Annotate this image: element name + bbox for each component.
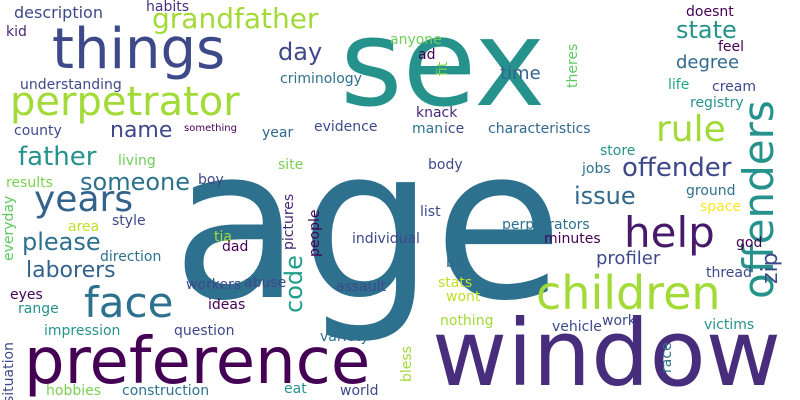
word-eat: eat: [284, 381, 307, 397]
word-eyes: eyes: [10, 287, 43, 303]
word-list: list: [420, 204, 441, 220]
word-evidence: evidence: [314, 119, 378, 135]
word-theres: theres: [565, 43, 581, 88]
word-god: god: [736, 235, 763, 251]
word-situation: situation: [1, 342, 17, 400]
word-feel: feel: [718, 39, 745, 55]
word-understanding: understanding: [20, 77, 122, 93]
word-issue: issue: [574, 182, 636, 210]
word-help: help: [624, 208, 715, 257]
word-things: things: [52, 17, 226, 82]
word-world: world: [340, 383, 379, 399]
word-age: age: [172, 102, 564, 347]
word-victims: victims: [704, 317, 755, 333]
word-vehicle: vehicle: [552, 319, 602, 335]
word-year: year: [262, 125, 294, 141]
word-question: question: [174, 323, 235, 339]
word-state: state: [676, 16, 737, 44]
word-habits: habits: [146, 0, 190, 15]
word-name: name: [110, 118, 173, 143]
word-zip: zip: [758, 252, 783, 284]
word-living: living: [118, 153, 156, 169]
word-pictures: pictures: [281, 193, 297, 250]
word-perpetrator: perpetrator: [10, 79, 240, 125]
word-ground: ground: [686, 183, 736, 199]
word-abuse: abuse: [244, 275, 287, 291]
word-degree: degree: [676, 52, 740, 73]
word-race: race: [659, 342, 675, 373]
word-sex: sex: [340, 0, 546, 134]
word-construction: construction: [122, 383, 210, 399]
word-assault: assault: [336, 279, 386, 295]
word-time: time: [500, 63, 541, 84]
word-window: window: [432, 300, 782, 400]
word-registry: registry: [690, 95, 744, 111]
word-bit: bit: [446, 255, 465, 271]
word-offender: offender: [622, 153, 732, 183]
word-variety: variety: [320, 329, 369, 345]
word-county: county: [14, 123, 62, 139]
word-laborers: laborers: [26, 258, 116, 283]
word-ideas: ideas: [208, 297, 246, 313]
word-man: man: [412, 121, 444, 137]
word-jobs: jobs: [582, 161, 611, 177]
word-results: results: [6, 175, 53, 191]
word-wont: wont: [446, 289, 481, 305]
word-day: day: [278, 38, 323, 66]
word-ice: ice: [444, 121, 465, 137]
word-years: years: [34, 179, 134, 220]
word-area: area: [68, 219, 100, 235]
word-minutes: minutes: [544, 231, 601, 247]
word-rule: rule: [656, 109, 726, 150]
word-direction: direction: [100, 249, 162, 265]
word-characteristics: characteristics: [488, 121, 591, 137]
word-anyone: anyone: [390, 32, 442, 48]
word-people: people: [307, 209, 323, 257]
word-kid: kid: [6, 24, 27, 40]
word-boy: boy: [198, 172, 224, 188]
word-site: site: [278, 157, 304, 173]
word-tia: tia: [214, 229, 232, 245]
word-style: style: [112, 213, 146, 229]
word-space: space: [700, 199, 742, 215]
word-thread: thread: [706, 265, 752, 281]
word-ad: ad: [418, 47, 436, 63]
word-impression: impression: [44, 323, 121, 339]
word-perpetrators: perpetrators: [502, 217, 590, 233]
word-father: father: [18, 142, 97, 172]
word-life: life: [668, 77, 690, 93]
word-dad: dad: [222, 239, 249, 255]
word-someone: someone: [80, 168, 190, 196]
word-body: body: [428, 157, 463, 173]
word-range: range: [18, 301, 59, 317]
word-preference: preference: [24, 325, 371, 399]
word-individual: individual: [352, 231, 420, 247]
word-cream: cream: [712, 79, 756, 95]
word-please: please: [22, 228, 101, 256]
word-nothing: nothing: [440, 313, 494, 329]
word-something: something: [184, 123, 237, 134]
word-work: work: [602, 313, 636, 329]
word-knack: knack: [416, 105, 458, 121]
word-profiler: profiler: [596, 248, 661, 269]
word-children: children: [536, 266, 721, 320]
word-everyday: everyday: [1, 195, 17, 261]
word-workers: workers: [186, 277, 242, 293]
word-stats: stats: [438, 275, 473, 291]
word-bless: bless: [399, 346, 415, 382]
word-description: description: [14, 3, 103, 22]
word-hobbies: hobbies: [46, 383, 102, 399]
word-doesnt: doesnt: [686, 4, 734, 20]
word-criminology: criminology: [280, 71, 362, 87]
word-store: store: [600, 143, 636, 159]
word-face: face: [84, 278, 174, 327]
word-fit: fit: [435, 61, 451, 76]
word-grandfather: grandfather: [152, 2, 319, 35]
